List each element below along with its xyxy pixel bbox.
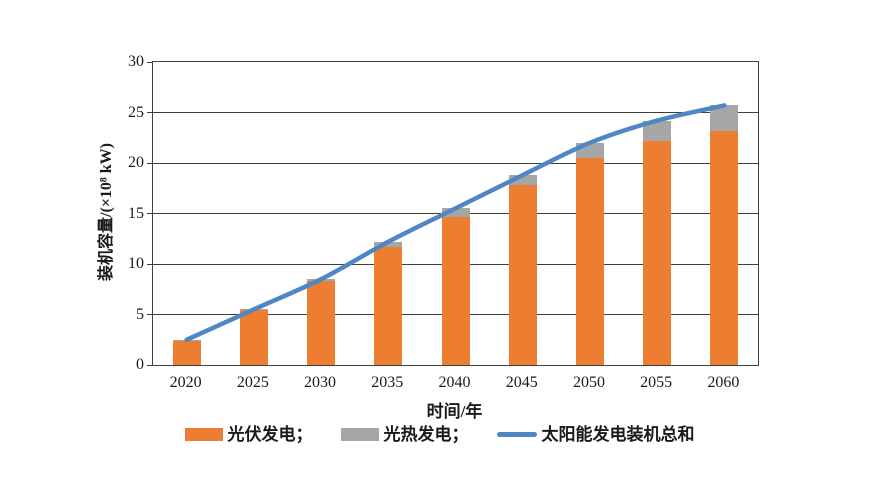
legend-item-pv: 光伏发电； (184, 425, 313, 444)
bar-2020-pv (172, 340, 201, 365)
y-tick-label-0: 0 (136, 356, 144, 373)
x-tick-label-2055: 2055 (640, 374, 673, 391)
legend-item-csp: 光热发电； (340, 425, 469, 444)
x-tick-label-2060: 2060 (707, 374, 740, 391)
bar-2050-csp (575, 142, 604, 158)
bar-2035-pv (374, 246, 403, 365)
x-tick-label-2045: 2045 (505, 374, 538, 391)
plot-area (147, 61, 759, 366)
y-tick-label-30: 30 (128, 53, 144, 70)
legend-label-total: 太阳能发电装机总和 (541, 425, 695, 444)
bar-2030-csp (307, 279, 336, 282)
x-tick-label-2050: 2050 (572, 374, 605, 391)
legend-label-csp: 光热发电； (383, 425, 469, 444)
y-axis-tick (147, 112, 153, 113)
chart-legend: 光伏发电； 光热发电； 太阳能发电装机总和 (0, 426, 879, 443)
x-tick-label-2040: 2040 (438, 374, 471, 391)
y-axis-tick (147, 263, 153, 265)
x-tick-label-2030: 2030 (304, 374, 337, 391)
x-axis-title: 时间/年 (426, 402, 483, 421)
bar-2055-pv (643, 140, 672, 365)
y-tick-label-20: 20 (128, 154, 144, 171)
y-tick-label-25: 25 (128, 103, 144, 121)
legend-label-pv: 光伏发电； (227, 425, 313, 444)
bar-2060-pv (710, 130, 739, 365)
y-tick-label-10: 10 (128, 255, 144, 272)
y-axis-tick (147, 162, 153, 164)
y-axis-tick (147, 314, 153, 315)
csp-bar-swatch-icon (340, 428, 379, 441)
bar-2030-pv (307, 281, 336, 365)
pv-bar-swatch-icon (184, 428, 223, 441)
y-axis-tick (147, 61, 153, 63)
x-tick-label-2035: 2035 (371, 374, 404, 391)
bar-2050-pv (575, 157, 604, 365)
bar-2060-csp (710, 105, 739, 131)
y-axis-tick (147, 364, 153, 366)
x-tick-label-2020: 2020 (169, 374, 202, 391)
y-tick-label-15: 15 (128, 204, 144, 222)
y-tick-label-5: 5 (136, 305, 144, 323)
bar-2020-csp (172, 339, 201, 341)
bar-2035-csp (374, 241, 403, 247)
total-line-swatch-icon (496, 432, 537, 437)
gridline-y-25 (153, 112, 758, 113)
bar-2045-pv (508, 185, 537, 365)
bar-2040-csp (441, 208, 470, 217)
legend-item-total: 太阳能发电装机总和 (496, 425, 695, 444)
bar-2025-pv (239, 310, 268, 365)
bar-2040-pv (441, 216, 470, 365)
bar-2055-csp (643, 120, 672, 141)
bar-2045-csp (508, 175, 537, 186)
y-axis-tick (147, 213, 153, 214)
bar-2025-csp (239, 309, 268, 311)
x-tick-label-2025: 2025 (236, 374, 269, 391)
